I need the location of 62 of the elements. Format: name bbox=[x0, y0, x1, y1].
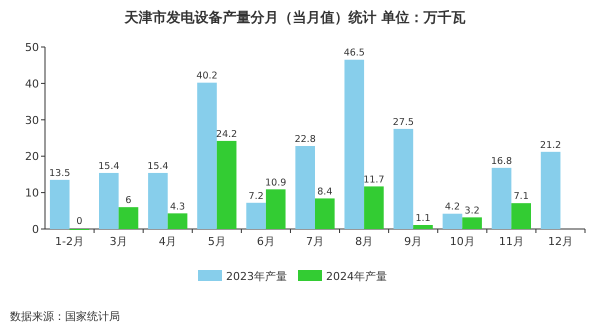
bar bbox=[197, 82, 217, 229]
data-label: 1.1 bbox=[415, 212, 431, 224]
bar bbox=[492, 168, 512, 229]
data-label: 21.2 bbox=[540, 140, 562, 151]
bar bbox=[168, 213, 188, 229]
bar bbox=[50, 180, 70, 229]
legend-label: 2024年产量 bbox=[326, 270, 387, 283]
x-tick-label: 4月 bbox=[158, 235, 177, 248]
data-label: 46.5 bbox=[344, 48, 365, 59]
x-tick-label: 1-2月 bbox=[55, 235, 84, 248]
bar bbox=[462, 217, 482, 229]
data-label: 3.2 bbox=[464, 205, 480, 216]
y-tick-label: 20 bbox=[25, 150, 39, 164]
data-label: 40.2 bbox=[196, 70, 218, 82]
x-tick-label: 6月 bbox=[256, 235, 275, 248]
bar bbox=[246, 202, 266, 229]
data-label: 22.8 bbox=[294, 134, 316, 146]
data-label: 15.4 bbox=[98, 160, 120, 172]
bar bbox=[442, 214, 462, 229]
data-label: 24.2 bbox=[216, 128, 238, 140]
data-label: 13.5 bbox=[49, 168, 70, 179]
bar bbox=[295, 146, 315, 229]
data-label: 16.8 bbox=[490, 156, 512, 167]
y-tick-label: 10 bbox=[25, 186, 39, 200]
data-label: 15.4 bbox=[147, 160, 168, 172]
x-tick-label: 9月 bbox=[404, 235, 422, 248]
data-label: 27.5 bbox=[392, 116, 414, 128]
bar bbox=[216, 140, 236, 229]
data-label: 4.2 bbox=[444, 202, 460, 213]
data-label: 7.2 bbox=[248, 190, 264, 202]
bar bbox=[344, 60, 364, 229]
bar bbox=[540, 152, 560, 229]
bar bbox=[315, 198, 335, 229]
y-tick-label: 30 bbox=[25, 114, 39, 127]
x-tick-label: 7月 bbox=[306, 235, 324, 248]
bar bbox=[364, 186, 384, 229]
source-note: 数据来源：国家统计局 bbox=[10, 310, 120, 323]
y-tick-label: 50 bbox=[25, 41, 39, 54]
y-tick-label: 0 bbox=[32, 223, 39, 236]
data-label: 0 bbox=[76, 216, 82, 227]
data-label: 10.9 bbox=[265, 177, 286, 188]
y-tick-label: 40 bbox=[25, 77, 39, 90]
bar bbox=[118, 207, 138, 229]
bar bbox=[511, 203, 531, 229]
chart-title: 天津市发电设备产量分月（当月值）统计 单位：万千瓦 bbox=[124, 9, 466, 26]
bar bbox=[394, 128, 414, 229]
x-tick-label: 3月 bbox=[110, 235, 128, 248]
bar bbox=[148, 172, 168, 229]
data-label: 8.4 bbox=[317, 186, 332, 198]
x-tick-label: 8月 bbox=[355, 235, 374, 248]
data-label: 7.1 bbox=[514, 191, 529, 202]
x-tick-label: 12月 bbox=[548, 235, 573, 248]
data-label: 4.3 bbox=[170, 201, 186, 212]
x-tick-label: 5月 bbox=[208, 235, 226, 248]
data-label: 6 bbox=[125, 195, 132, 206]
x-tick-label: 10月 bbox=[450, 235, 475, 248]
bar bbox=[266, 189, 286, 229]
legend-label: 2023年产量 bbox=[226, 270, 287, 283]
data-label: 11.7 bbox=[363, 174, 384, 186]
x-tick-label: 11月 bbox=[498, 235, 524, 248]
bar bbox=[413, 224, 433, 229]
bar bbox=[99, 172, 119, 229]
